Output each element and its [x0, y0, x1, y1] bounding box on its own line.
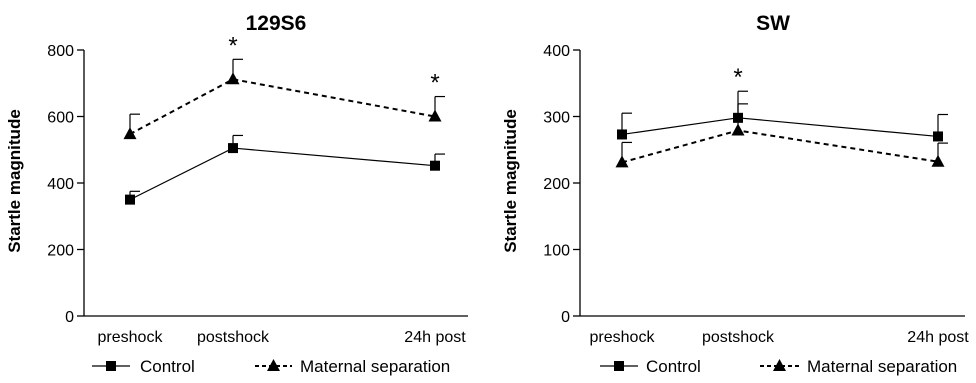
legend-marker-square: [106, 361, 116, 371]
y-tick-label: 600: [47, 110, 74, 127]
y-tick-label: 300: [543, 110, 570, 127]
y-axis-label: Startle magnitude: [5, 109, 24, 253]
y-tick-label: 800: [47, 43, 74, 60]
y-tick-label: 400: [543, 43, 570, 60]
significance-marker: *: [733, 64, 742, 91]
legend-marker-triangle: [773, 359, 786, 371]
data-point-square: [617, 129, 627, 140]
significance-marker: *: [228, 32, 237, 59]
data-point-square: [228, 143, 238, 154]
legend: Control Maternal separation: [600, 357, 957, 376]
chart-title: SW: [756, 12, 790, 35]
legend-label: Maternal separation: [807, 357, 957, 376]
y-tick-label: 0: [561, 309, 570, 326]
legend: Control Maternal separation: [92, 357, 450, 376]
data-point-triangle: [226, 72, 240, 85]
legend-marker-square: [614, 361, 624, 371]
x-tick-label: 24h post: [404, 329, 466, 346]
chart-panel-2: SW Startle magnitude 0 100 200 300 400 preshock…: [501, 12, 969, 376]
x-tick-label: 24h post: [907, 329, 969, 346]
series-maternal-separation: [123, 58, 445, 140]
series-line: [621, 129, 939, 164]
series-line: [621, 117, 939, 138]
data-point-square: [933, 131, 943, 142]
x-tick-label: preshock: [590, 329, 656, 346]
legend-label: Maternal separation: [300, 357, 450, 376]
x-tick-label: postshock: [197, 329, 270, 346]
significance-marker: *: [430, 70, 439, 97]
data-point-triangle: [731, 123, 745, 136]
legend-label: Control: [646, 357, 701, 376]
y-tick-label: 100: [543, 243, 570, 260]
data-point-triangle: [931, 154, 945, 167]
y-tick-label: 400: [47, 176, 74, 193]
series-line: [129, 78, 436, 136]
data-point-triangle: [123, 127, 137, 140]
data-point-square: [430, 160, 440, 171]
series-line: [129, 147, 436, 201]
series-maternal-separation: [615, 103, 948, 168]
data-point-triangle: [615, 155, 629, 168]
legend-marker-triangle: [267, 359, 280, 371]
data-point-square: [125, 194, 135, 205]
x-tick-label: postshock: [702, 329, 775, 346]
y-tick-label: 0: [65, 309, 74, 326]
series-control: [125, 134, 445, 205]
x-tick-label: preshock: [98, 329, 164, 346]
chart-title: 129S6: [246, 12, 307, 35]
data-point-triangle: [428, 109, 442, 122]
legend-label: Control: [140, 357, 195, 376]
y-tick-label: 200: [543, 176, 570, 193]
y-tick-label: 200: [47, 243, 74, 260]
y-axis-label: Startle magnitude: [501, 109, 520, 253]
chart-panel-1: 129S6 Startle magnitude 0 200 400 600 800 presh…: [5, 12, 468, 376]
series-control: [617, 90, 948, 142]
